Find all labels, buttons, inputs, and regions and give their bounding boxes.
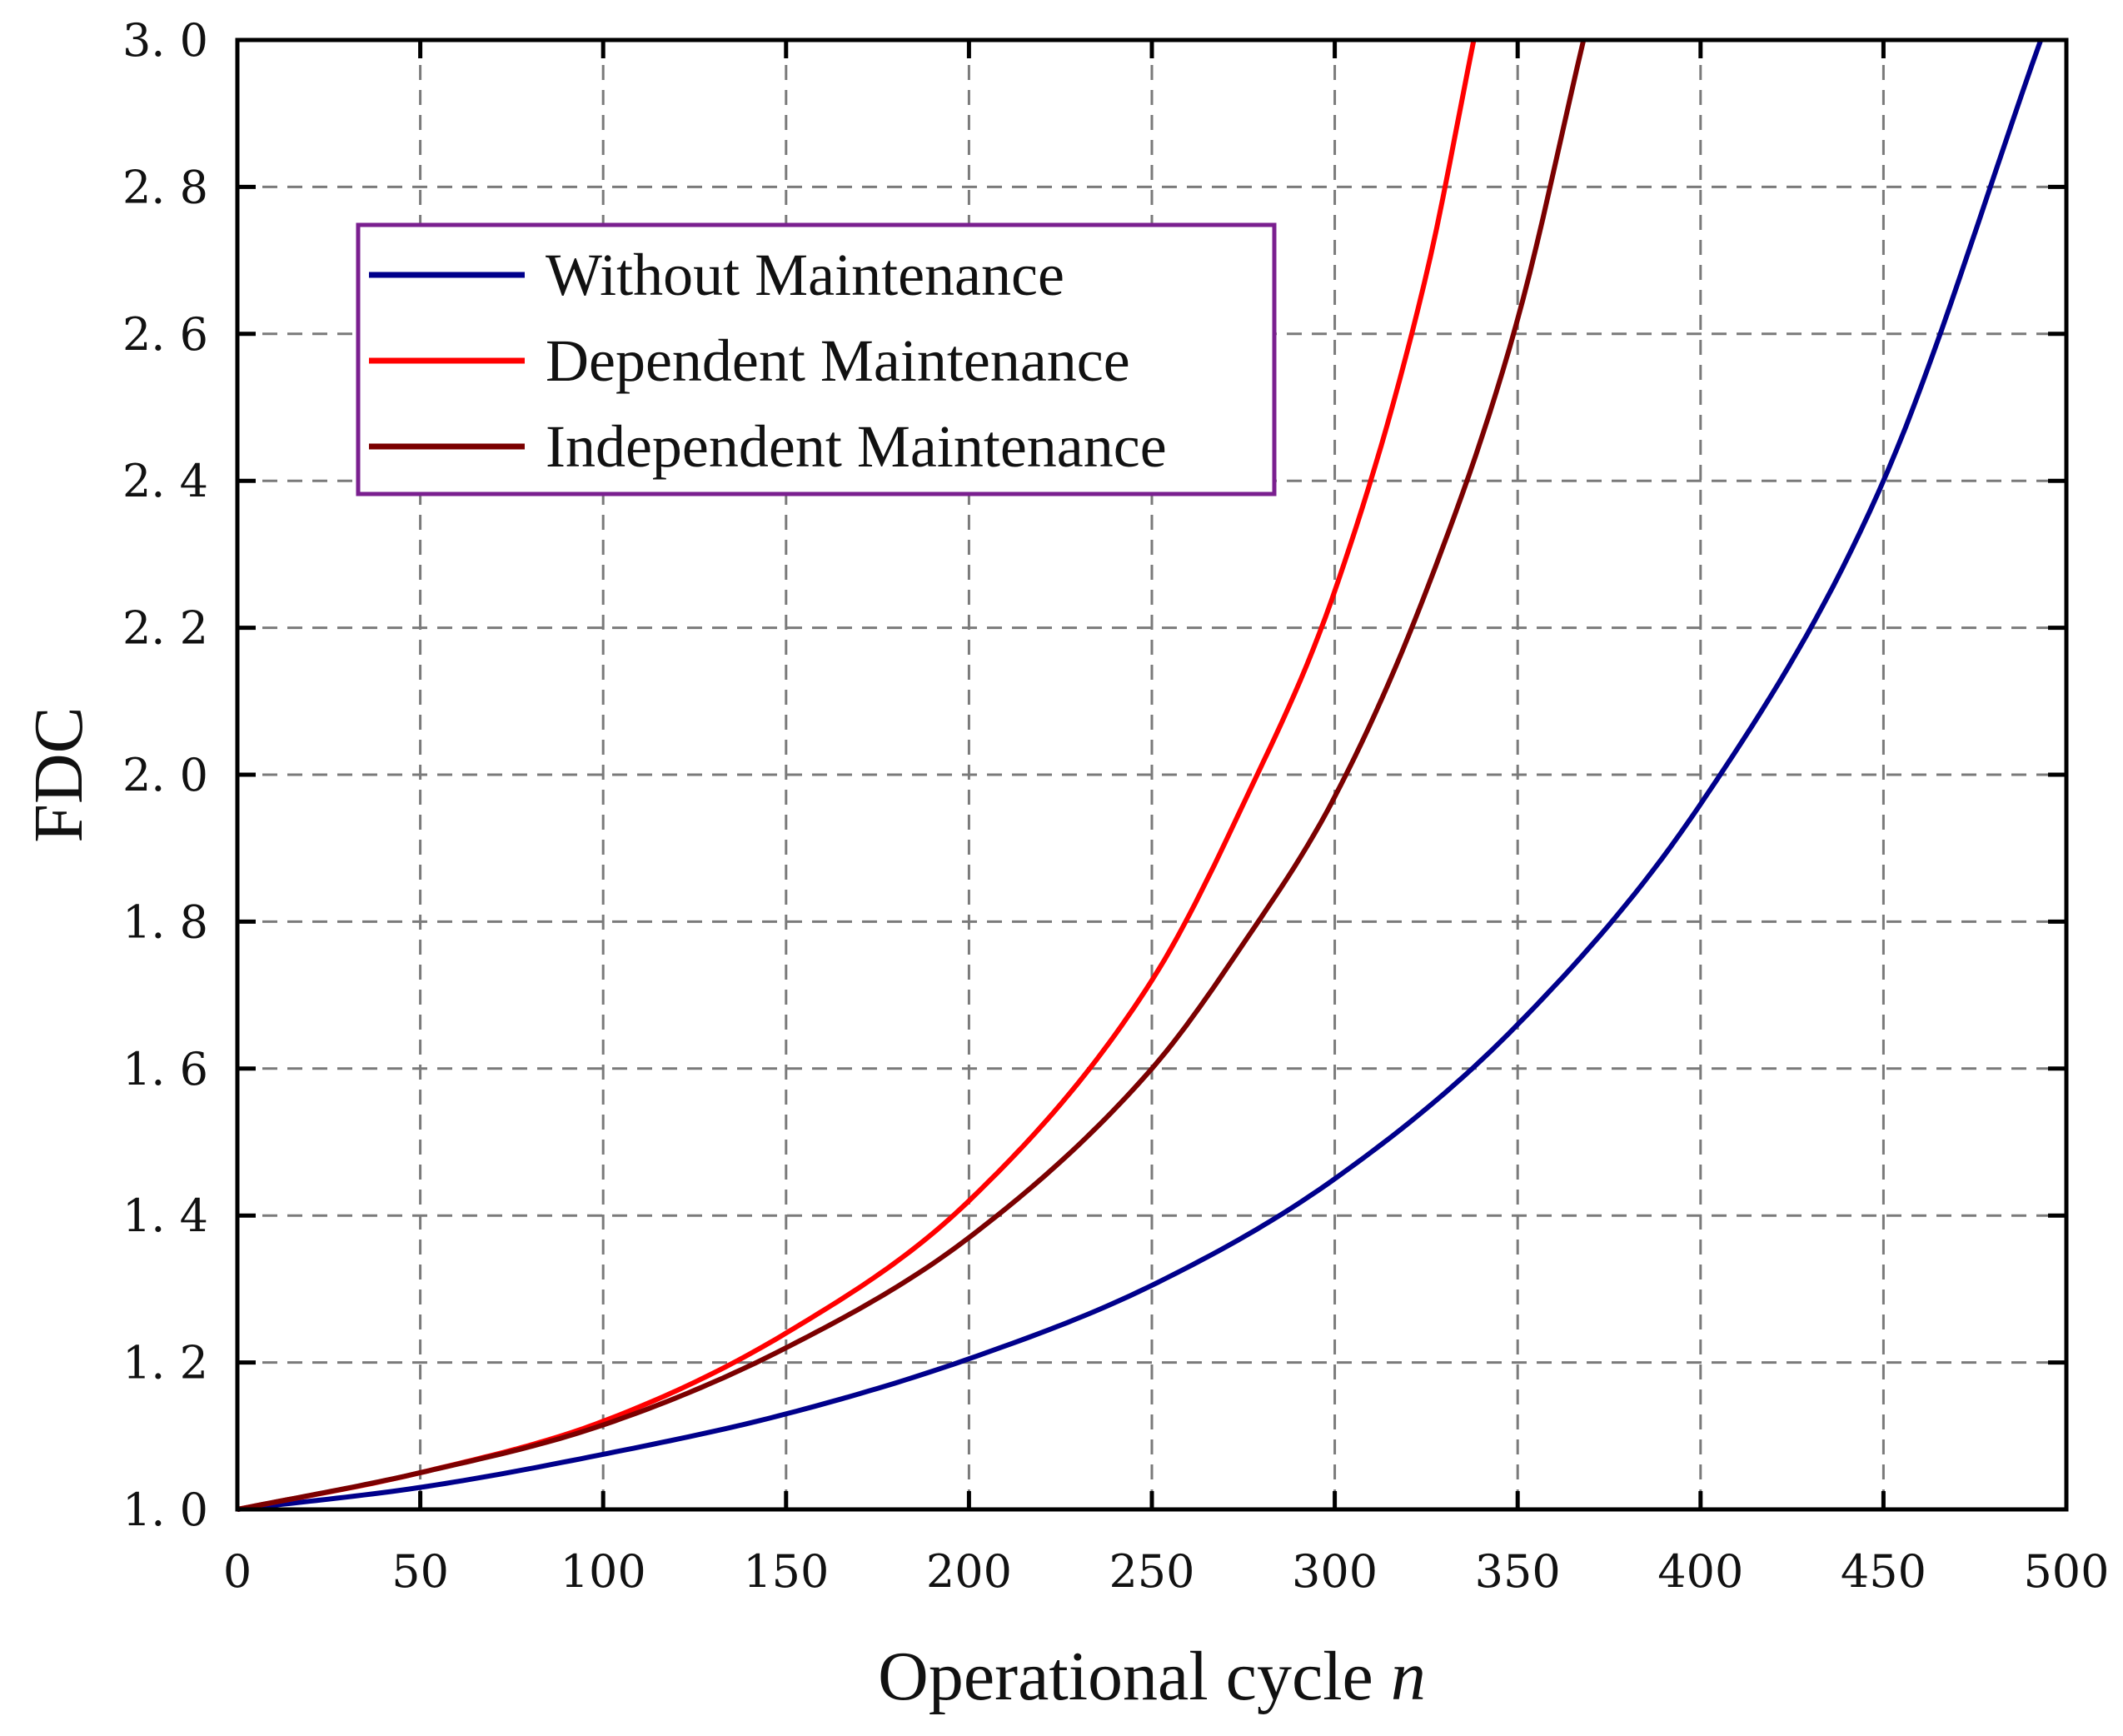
legend-items: Without Maintenance Dependent Maintenance… <box>369 242 1167 480</box>
y-tick-label: 1. 4 <box>122 1190 208 1242</box>
x-tick-label: 500 <box>2023 1545 2109 1598</box>
y-tick-label: 2. 8 <box>122 161 208 213</box>
x-axis-title: Operational cycle n <box>878 1638 1426 1715</box>
x-tick-label: 250 <box>1109 1545 1194 1598</box>
x-axis-label: Operational cycle <box>878 1638 1373 1715</box>
y-tick-label: 1. 2 <box>122 1337 208 1389</box>
y-tick-label: 1. 0 <box>122 1484 208 1536</box>
x-tick-label: 200 <box>926 1545 1012 1598</box>
y-tick-label: 2. 0 <box>122 749 208 801</box>
series-lines <box>237 38 2044 1512</box>
x-tick-label: 50 <box>391 1545 449 1598</box>
y-tick-label: 2. 4 <box>122 455 208 507</box>
legend: Without Maintenance Dependent Maintenance… <box>356 222 1277 496</box>
y-tick-label: 1. 6 <box>122 1043 208 1095</box>
legend-label-without-maintenance: Without Maintenance <box>546 242 1064 308</box>
y-tick-label: 3. 0 <box>122 14 208 67</box>
y-tick-label: 1. 8 <box>122 895 208 948</box>
y-axis-title: FDC <box>20 706 97 842</box>
x-tick-label: 300 <box>1292 1545 1378 1598</box>
x-tick-label: 350 <box>1475 1545 1561 1598</box>
series-line-independent-maintenance <box>237 39 1587 1512</box>
legend-label-independent-maintenance: Independent Maintenance <box>546 413 1167 480</box>
x-tick-label: 0 <box>223 1545 252 1598</box>
ticks <box>235 37 2069 1512</box>
legend-label-dependent-maintenance: Dependent Maintenance <box>546 327 1130 394</box>
y-tick-label: 2. 2 <box>122 602 208 655</box>
y-tick-label: 2. 6 <box>122 308 208 361</box>
x-tick-label: 450 <box>1841 1545 1926 1598</box>
x-tick-label: 100 <box>561 1545 646 1598</box>
x-tick-label: 400 <box>1657 1545 1743 1598</box>
x-tick-label: 150 <box>743 1545 829 1598</box>
y-tick-labels: 1. 0 1. 2 1. 4 1. 6 1. 8 2. 0 2. 2 2. 4 2. 6 2. 8… <box>122 14 208 1536</box>
x-axis-variable: n <box>1391 1638 1426 1715</box>
x-tick-labels: 0 50 100 150 200 250 300 350 400 450 500 <box>223 1545 2110 1598</box>
series-line-without-maintenance <box>237 38 2044 1512</box>
